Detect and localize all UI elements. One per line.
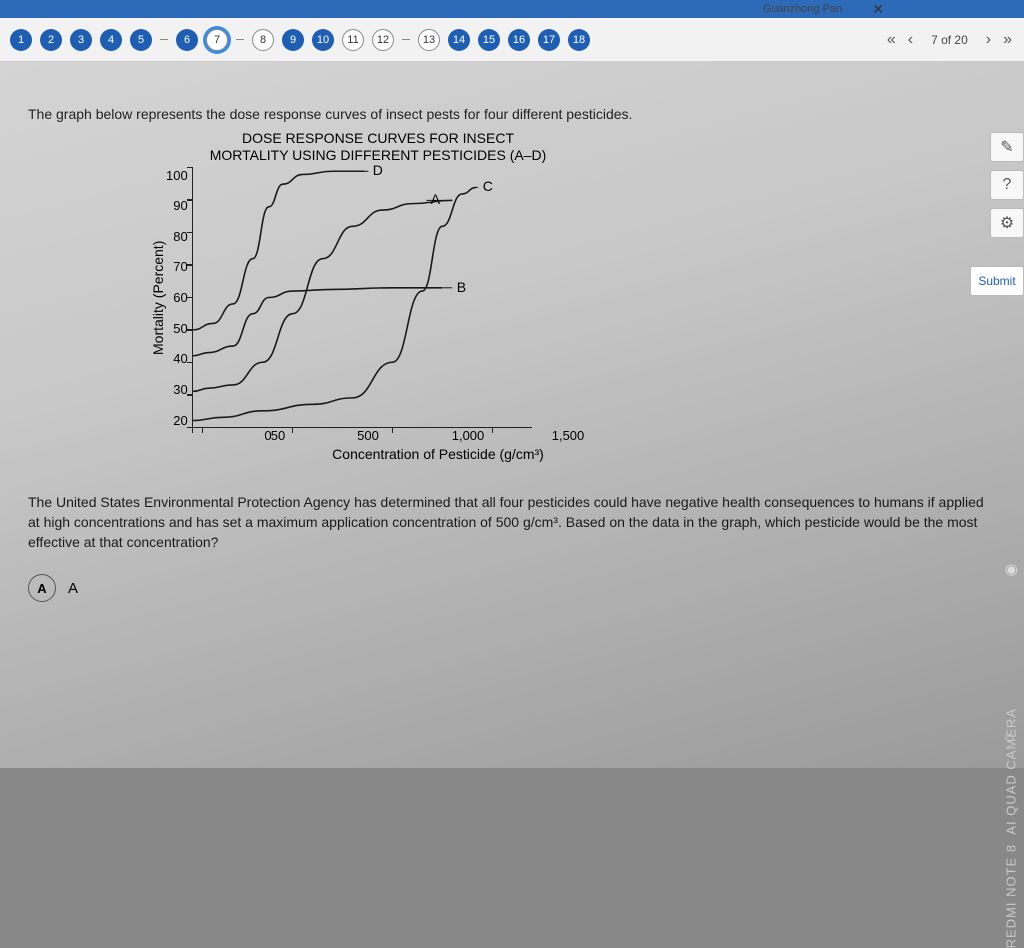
y-axis-label: Mortality (Percent): [148, 168, 166, 428]
page-indicator: 7 of 20: [931, 33, 968, 47]
question-bubble-9[interactable]: 9: [282, 29, 304, 51]
series-label-C: C: [483, 178, 493, 194]
y-tick-label: 20: [166, 413, 188, 428]
close-icon[interactable]: ✕: [872, 1, 884, 18]
y-tick-label: 30: [166, 382, 188, 397]
series-label-A: A: [431, 191, 440, 207]
y-tick-label: 70: [166, 259, 188, 274]
question-nav: 123456789101112131415161718 « ‹ 7 of 20 …: [0, 18, 1024, 62]
chart-title: DOSE RESPONSE CURVES FOR INSECT MORTALIT…: [148, 130, 608, 164]
answer-text: A: [68, 580, 78, 597]
last-page-button[interactable]: »: [1001, 31, 1014, 49]
submit-button[interactable]: Submit: [970, 266, 1024, 296]
question-link: [160, 39, 168, 41]
chart-title-line1: DOSE RESPONSE CURVES FOR INSECT: [242, 130, 514, 146]
question-bubble-4[interactable]: 4: [100, 29, 122, 51]
x-tick-label: 500: [357, 428, 379, 443]
plot-area: ABCD: [192, 168, 532, 428]
chart: DOSE RESPONSE CURVES FOR INSECT MORTALIT…: [148, 130, 608, 462]
question-bubble-14[interactable]: 14: [448, 29, 470, 51]
y-tick-label: 60: [166, 290, 188, 305]
page: Guanzhong Pan ✕ 123456789101112131415161…: [0, 0, 1024, 768]
y-tick-label: 80: [166, 229, 188, 244]
side-toolbar: ✎ ? ⚙ Submit: [970, 132, 1024, 296]
question-bubble-15[interactable]: 15: [478, 29, 500, 51]
series-label-D: D: [373, 162, 383, 178]
question-bubble-3[interactable]: 3: [70, 29, 92, 51]
watermark-dots: ⁘: [1002, 729, 1018, 750]
question-bubble-8[interactable]: 8: [252, 29, 274, 51]
x-tick-label: 1,000: [452, 428, 485, 443]
y-tick-label: 40: [166, 351, 188, 366]
question-body: The United States Environmental Protecti…: [28, 492, 996, 553]
curve-C: [193, 187, 476, 420]
question-intro: The graph below represents the dose resp…: [28, 106, 996, 122]
y-tick-label: 50: [166, 321, 188, 336]
prev-page-button[interactable]: ‹: [906, 31, 915, 49]
curve-A: [193, 200, 452, 391]
question-bubble-18[interactable]: 18: [568, 29, 590, 51]
pencil-icon[interactable]: ✎: [990, 132, 1024, 162]
question-bubble-6[interactable]: 6: [176, 29, 198, 51]
curve-B: [193, 287, 442, 355]
question-bubble-7[interactable]: 7: [206, 29, 228, 51]
series-label-B: B: [457, 279, 466, 295]
x-axis-ticks: 0505001,0001,500: [268, 428, 608, 446]
help-icon[interactable]: ?: [990, 170, 1024, 200]
y-tick-label: 100: [166, 168, 188, 183]
curve-D: [193, 171, 364, 330]
answer-letter-button[interactable]: A: [28, 574, 56, 602]
chart-title-line2: MORTALITY USING DIFFERENT PESTICIDES (A–…: [210, 147, 547, 163]
question-bubble-16[interactable]: 16: [508, 29, 530, 51]
x-tick-label: 1,500: [552, 428, 585, 443]
x-tick-label: 50: [271, 428, 285, 443]
y-tick-label: 90: [166, 198, 188, 213]
next-page-button[interactable]: ›: [984, 31, 993, 49]
question-bubble-13[interactable]: 13: [418, 29, 440, 51]
question-bubble-17[interactable]: 17: [538, 29, 560, 51]
x-axis-label: Concentration of Pesticide (g/cm³): [268, 446, 608, 462]
question-bubble-5[interactable]: 5: [130, 29, 152, 51]
content-area: Question 7 The graph below represents th…: [0, 62, 1024, 612]
question-bubble-12[interactable]: 12: [372, 29, 394, 51]
question-bubble-11[interactable]: 11: [342, 29, 364, 51]
top-bar: Guanzhong Pan ✕: [0, 0, 1024, 18]
answer-option-a[interactable]: A A: [28, 574, 996, 602]
question-bubble-2[interactable]: 2: [40, 29, 62, 51]
username: Guanzhong Pan: [763, 3, 843, 15]
first-page-button[interactable]: «: [885, 31, 898, 49]
record-icon: ◉: [1005, 560, 1018, 578]
settings-icon[interactable]: ⚙: [990, 208, 1024, 238]
question-bubble-10[interactable]: 10: [312, 29, 334, 51]
question-bubble-1[interactable]: 1: [10, 29, 32, 51]
question-link: [402, 39, 410, 41]
question-link: [236, 39, 244, 41]
